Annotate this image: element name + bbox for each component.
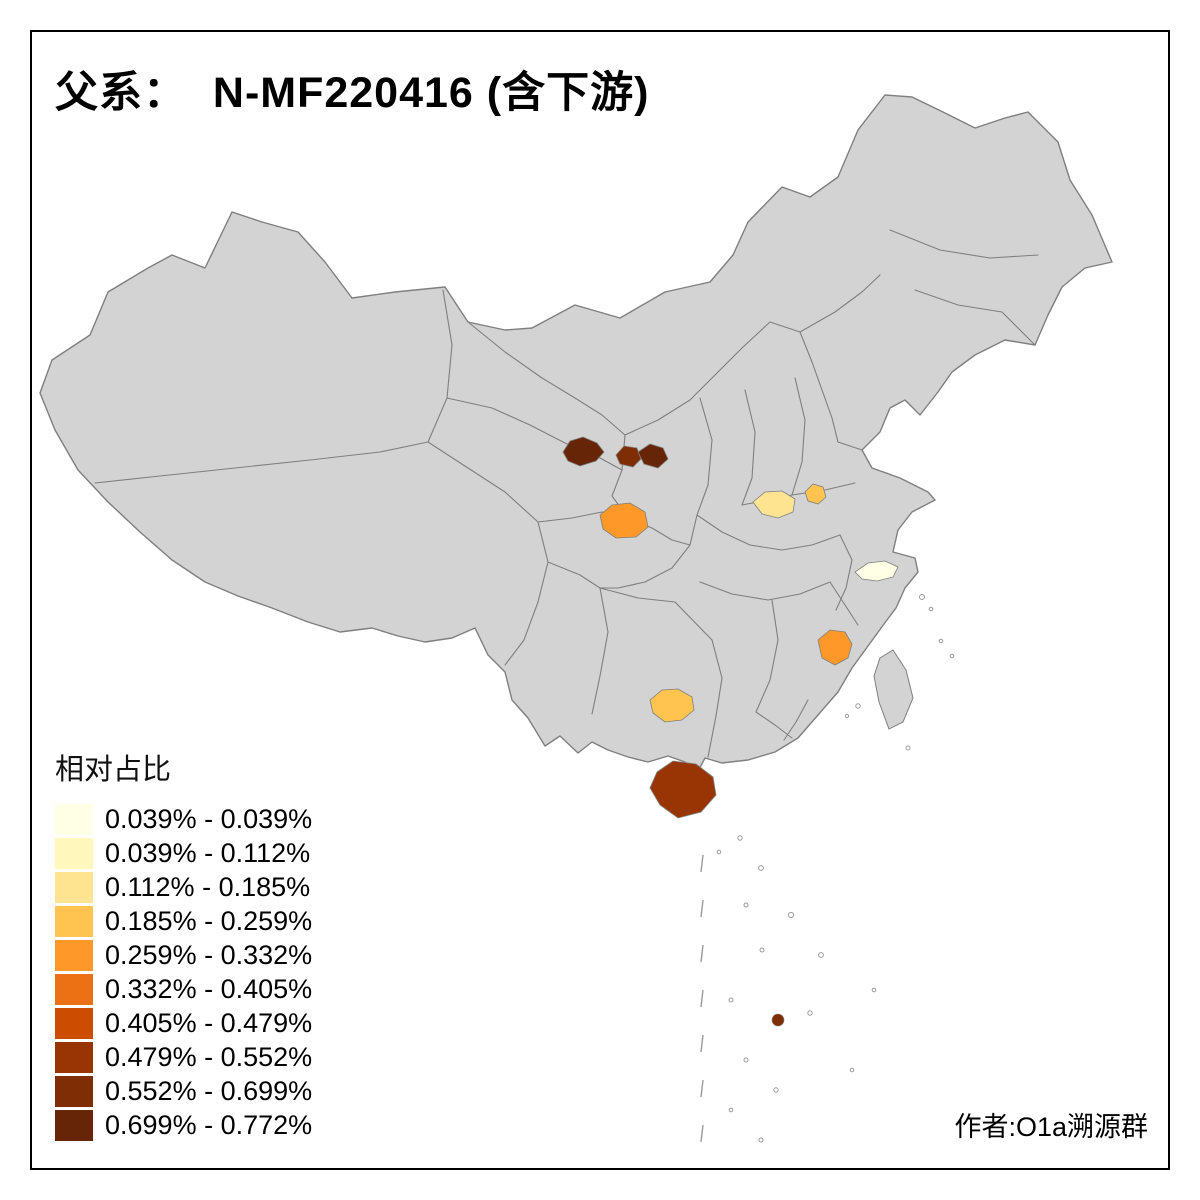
- legend-label: 0.185% - 0.259%: [105, 905, 313, 936]
- legend-swatch: [55, 1075, 93, 1107]
- attribution-text: 作者:O1a溯源群: [954, 1112, 1148, 1142]
- legend-swatch: [55, 871, 93, 903]
- legend-item: 0.552% - 0.699%: [55, 1074, 312, 1108]
- legend-item: 0.039% - 0.112%: [55, 836, 312, 870]
- legend-swatch: [55, 973, 93, 1005]
- region-south-jiangsu: [854, 560, 899, 582]
- region-east-henan: [804, 483, 827, 505]
- legend-swatch: [55, 939, 93, 971]
- legend-swatch: [55, 1109, 93, 1141]
- legend-item: 0.039% - 0.039%: [55, 802, 312, 836]
- legend-label: 0.039% - 0.039%: [105, 803, 313, 834]
- legend-label: 0.405% - 0.479%: [105, 1007, 313, 1038]
- region-north-sichuan: [599, 502, 649, 539]
- page-title: 父系： N-MF220416 (含下游): [55, 69, 650, 117]
- legend-title: 相对占比: [55, 754, 172, 786]
- mainland-china: [39, 94, 1113, 778]
- region-southeast-yunnan: [649, 688, 695, 723]
- coastal-islands: [844, 594, 955, 751]
- legend-swatch: [55, 1007, 93, 1039]
- legend-label: 0.259% - 0.332%: [105, 939, 313, 970]
- region-northwest-c: [637, 443, 669, 469]
- legend-label: 0.039% - 0.112%: [105, 837, 311, 868]
- legend-item: 0.699% - 0.772%: [55, 1108, 312, 1142]
- legend-swatch: [55, 803, 93, 835]
- region-northwest-b: [615, 445, 642, 468]
- legend-swatch: [55, 1041, 93, 1073]
- legend-swatch: [55, 905, 93, 937]
- legend-label: 0.479% - 0.552%: [105, 1041, 313, 1072]
- legend-item: 0.479% - 0.552%: [55, 1040, 312, 1074]
- region-northwest-a: [562, 436, 605, 467]
- legend-swatch: [55, 837, 93, 869]
- province-borders: [94, 229, 1039, 758]
- legend-item: 0.405% - 0.479%: [55, 1006, 312, 1040]
- region-central-fujian: [817, 629, 853, 666]
- legend-item: 0.332% - 0.405%: [55, 972, 312, 1006]
- nine-dash-line: [700, 854, 704, 1143]
- legend-item: 0.112% - 0.185%: [55, 870, 312, 904]
- legend-item: 0.259% - 0.332%: [55, 938, 312, 972]
- legend-item: 0.185% - 0.259%: [55, 904, 312, 938]
- region-south-china-sea-island: [771, 1013, 785, 1027]
- south-sea-islands: [716, 835, 877, 1143]
- legend: 相对占比 0.039% - 0.039% 0.039% - 0.112% 0.1…: [55, 746, 312, 1142]
- legend-label: 0.552% - 0.699%: [105, 1075, 313, 1106]
- legend-label: 0.112% - 0.185%: [105, 871, 311, 902]
- region-hainan-island: [649, 760, 717, 819]
- region-west-henan: [752, 490, 796, 519]
- legend-label: 0.332% - 0.405%: [105, 973, 313, 1004]
- legend-label: 0.699% - 0.772%: [105, 1109, 313, 1140]
- taiwan-island: [873, 649, 914, 730]
